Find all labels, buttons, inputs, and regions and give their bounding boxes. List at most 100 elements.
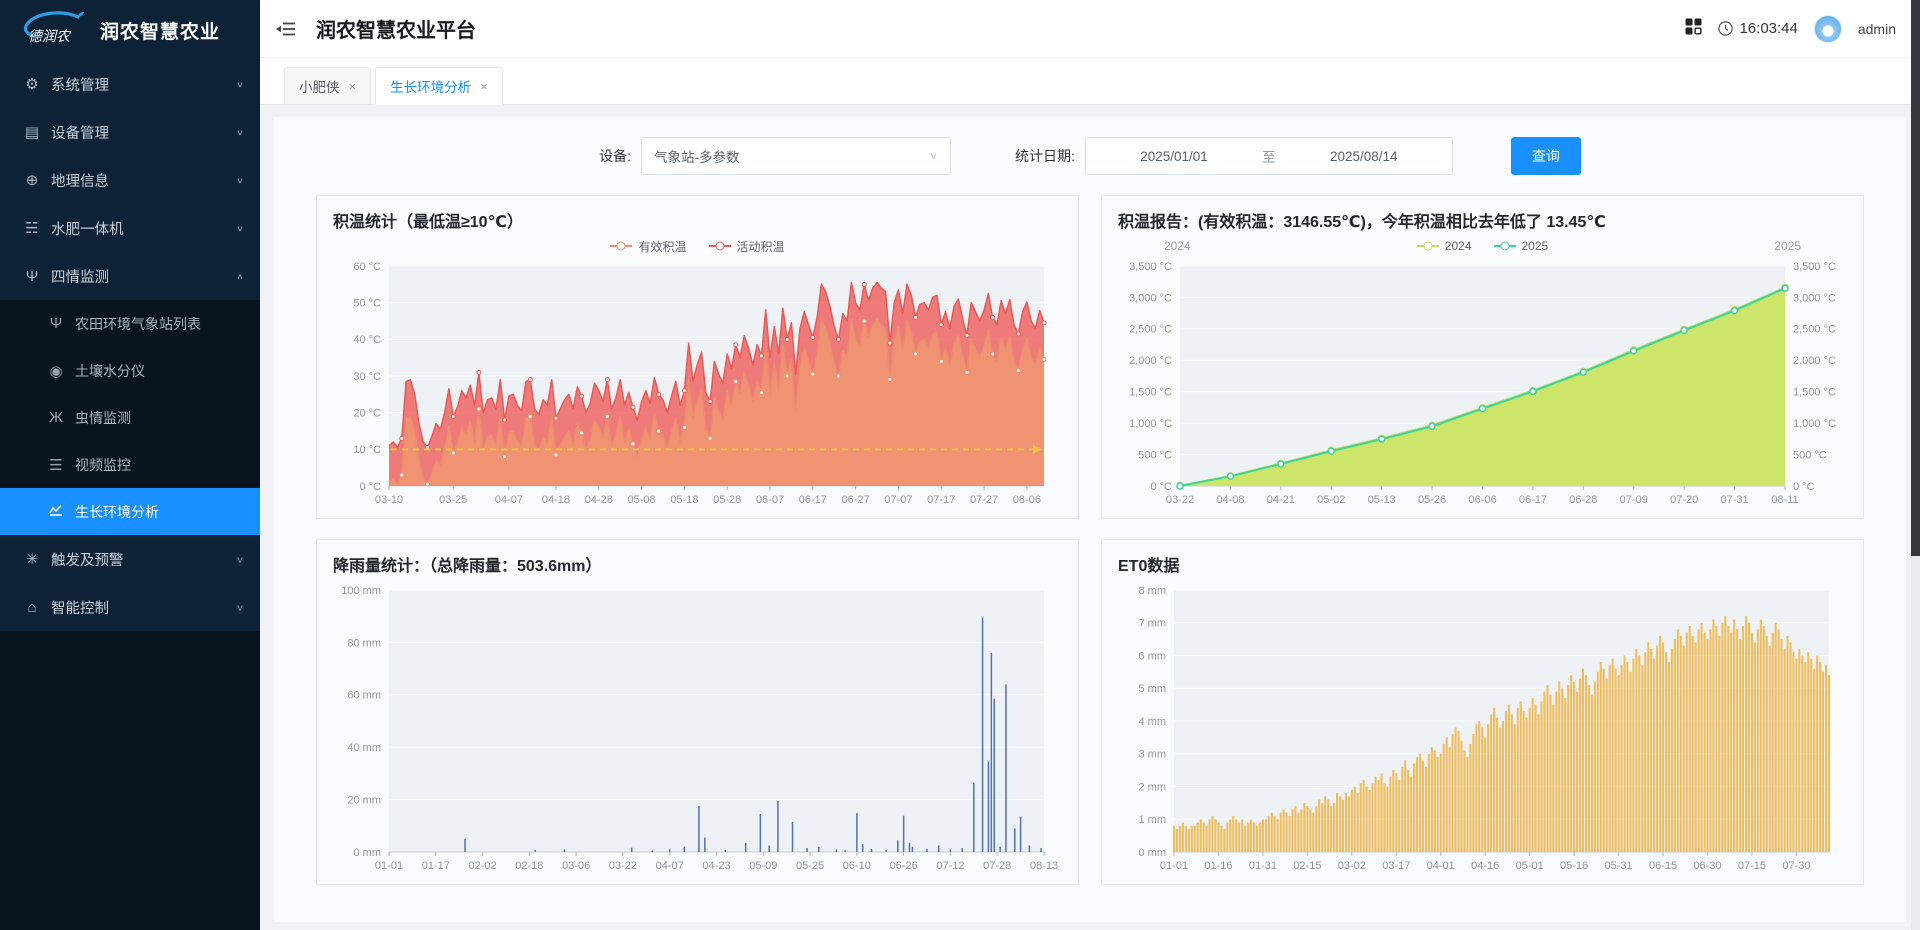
svg-text:40 °C: 40 °C [353, 334, 381, 346]
svg-text:2,000 °C: 2,000 °C [1793, 355, 1836, 367]
device-select[interactable]: 气象站-多参数 ∨ [641, 137, 951, 175]
svg-text:04-07: 04-07 [495, 494, 523, 506]
date-label: 统计日期: [1015, 148, 1075, 164]
svg-text:08-11: 08-11 [1771, 494, 1798, 506]
sidebar-item-system-management[interactable]: ⚙ 系统管理 ∨ [25, 76, 244, 94]
date-range-picker[interactable]: 2025/01/01 至 2025/08/14 [1084, 137, 1453, 175]
close-icon[interactable]: × [480, 78, 488, 94]
svg-text:1,500 °C: 1,500 °C [1129, 387, 1172, 399]
list-icon: ☰ [49, 456, 63, 474]
close-icon[interactable]: × [348, 78, 357, 94]
device-icon: ▤ [24, 124, 40, 141]
page-scrollbar[interactable] [1911, 0, 1920, 930]
charts-grid: 积温统计（最低温≥10℃） 有效积温 活动积温 [316, 195, 1864, 885]
avatar[interactable] [1813, 14, 1842, 43]
date-start[interactable]: 2025/01/01 [1140, 148, 1208, 164]
accumulated-temp-line-chart[interactable]: 0 °C 0 °C 500 °C 500 °C 1,000 °C 1,000 °C 1,50… [1116, 256, 1849, 514]
svg-text:03-17: 03-17 [1382, 860, 1410, 872]
svg-text:30 °C: 30 °C [353, 371, 381, 383]
rainfall-bar-chart[interactable]: 0 mm 20 mm 40 mm 60 mm 80 mm 100 mm 01-01 01-17… [331, 580, 1064, 880]
sidebar-item-geographic-info[interactable]: ⊕ 地理信息 ∨ [25, 172, 244, 190]
chart-title: 积温统计（最低温≥10℃） [333, 214, 523, 231]
accumulated-temp-area-chart[interactable]: 0 °C 10 °C 20 °C 30 °C 40 °C 50 °C 60 °C 03-10 0… [331, 256, 1064, 514]
legend-item-active[interactable]: 活动积温 [708, 238, 785, 255]
svg-text:01-16: 01-16 [1204, 860, 1232, 872]
tab-growth-environment-analysis[interactable]: 生长环境分析 × [375, 67, 503, 105]
et0-data-card: ET0数据 0 mm 1 mm 2 mm 3 mm 4 mm 5 mm 6 mm 7 mm 8 … [1101, 539, 1864, 885]
svg-text:06-17: 06-17 [799, 494, 827, 506]
svg-text:06-30: 06-30 [1693, 860, 1721, 872]
sidebar-item-fertigation-machine[interactable]: ☵ 水肥一体机 ∨ [25, 220, 244, 238]
svg-text:08-13: 08-13 [1030, 860, 1058, 872]
svg-text:06-06: 06-06 [1468, 494, 1496, 506]
svg-text:06-10: 06-10 [843, 860, 871, 872]
clock-time: 16:03:44 [1718, 20, 1798, 37]
svg-text:05-13: 05-13 [1368, 494, 1396, 506]
sidebar-item-weather-station-list[interactable]: Ψ 农田环境气象站列表 [49, 315, 201, 332]
accumulated-temp-report-card: 积温报告：(有效积温：3146.55℃)，今年积温相比去年低了 13.45℃ 2… [1101, 195, 1864, 519]
query-button[interactable]: 查询 [1510, 137, 1581, 175]
svg-text:03-22: 03-22 [609, 860, 637, 872]
et0-bar-chart[interactable]: 0 mm 1 mm 2 mm 3 mm 4 mm 5 mm 6 mm 7 mm 8 mm 01-0… [1116, 580, 1849, 880]
menu-fold-icon[interactable] [276, 20, 298, 38]
svg-text:3,000 °C: 3,000 °C [1129, 292, 1172, 304]
svg-text:03-06: 03-06 [562, 860, 590, 872]
svg-text:3,000 °C: 3,000 °C [1793, 292, 1836, 304]
sidebar-item-device-management[interactable]: ▤ 设备管理 ∨ [24, 124, 244, 142]
logo-title: 润农智慧农业 [100, 21, 221, 43]
chevron-down-icon: ∨ [235, 127, 244, 138]
sidebar-item-smart-control[interactable]: ⌂ 智能控制 ∨ [0, 583, 260, 631]
weather-station-icon: Ψ [49, 315, 63, 332]
header-right: 16:03:44 admin [1685, 14, 1896, 43]
svg-text:2,000 °C: 2,000 °C [1129, 355, 1172, 367]
svg-text:04-16: 04-16 [1471, 860, 1499, 872]
svg-text:06-28: 06-28 [1569, 494, 1597, 506]
sidebar-item-soil-moisture-meter[interactable]: ◉ 土壤水分仪 [49, 362, 145, 380]
four-conditions-submenu: Ψ 农田环境气象站列表 ◉ 土壤水分仪 Ж 虫情监测 ☰ 视频监控 [0, 300, 260, 535]
legend-marker [708, 245, 731, 247]
logo: 德润农 润农智慧农业 [0, 0, 260, 60]
svg-text:0 mm: 0 mm [354, 847, 382, 859]
clock-icon [1718, 21, 1734, 36]
apps-grid-icon[interactable] [1685, 18, 1702, 40]
svg-text:07-27: 07-27 [970, 494, 998, 506]
content-area: 设备: 气象站-多参数 ∨ 统计日期: 2025/01/01 至 2025/08… [260, 105, 1920, 930]
svg-text:1 mm: 1 mm [1139, 814, 1167, 826]
scrollbar-thumb[interactable] [1911, 0, 1920, 556]
date-end[interactable]: 2025/08/14 [1329, 148, 1398, 164]
chevron-down-icon: ∨ [235, 602, 244, 613]
tab-xiaofeixia[interactable]: 小肥侠 × [284, 67, 372, 105]
svg-text:07-28: 07-28 [983, 860, 1011, 872]
legend-marker [610, 245, 633, 247]
device-label: 设备: [599, 148, 631, 164]
svg-text:04-08: 04-08 [1216, 494, 1244, 506]
legend-item-2025[interactable]: 2025 [1493, 239, 1548, 253]
sidebar-item-trigger-and-alert[interactable]: ✳ 触发及预警 ∨ [25, 551, 244, 569]
svg-text:07-30: 07-30 [1782, 860, 1810, 872]
content-panel: 设备: 气象站-多参数 ∨ 统计日期: 2025/01/01 至 2025/08… [274, 117, 1906, 922]
gear-icon: ⚙ [25, 76, 39, 93]
sidebar-item-four-conditions-monitoring[interactable]: Ψ 四情监测 ∧ [25, 267, 244, 286]
svg-text:05-02: 05-02 [1317, 494, 1345, 506]
svg-text:04-21: 04-21 [1267, 494, 1295, 506]
legend-item-2024[interactable]: 2024 [1416, 239, 1472, 253]
header: 润农智慧农业平台 16:03:44 admin [260, 0, 1920, 58]
chevron-up-icon: ∧ [235, 271, 244, 282]
main-column: 润农智慧农业平台 16:03:44 admin 小肥侠 × 生长环境分析 [260, 0, 1920, 930]
svg-text:0 °C: 0 °C [1793, 481, 1815, 493]
chevron-down-icon: ∨ [235, 223, 244, 234]
page-title: 润农智慧农业平台 [316, 20, 476, 42]
svg-text:07-15: 07-15 [1738, 860, 1766, 872]
legend-item-effective[interactable]: 有效积温 [610, 238, 687, 255]
svg-text:03-25: 03-25 [439, 494, 467, 506]
weather-tower-icon: Ψ [25, 267, 39, 285]
svg-text:04-18: 04-18 [542, 494, 570, 506]
sidebar-item-growth-environment-analysis[interactable]: 生长环境分析 [0, 488, 260, 535]
logo-dragon-icon: 德润农 [18, 10, 92, 50]
sidebar-item-video-surveillance[interactable]: ☰ 视频监控 [49, 456, 131, 474]
sidebar-item-pest-monitoring[interactable]: Ж 虫情监测 [49, 409, 131, 426]
svg-text:04-01: 04-01 [1427, 860, 1455, 872]
svg-text:04-07: 04-07 [656, 860, 684, 872]
svg-text:07-20: 07-20 [1670, 494, 1698, 506]
